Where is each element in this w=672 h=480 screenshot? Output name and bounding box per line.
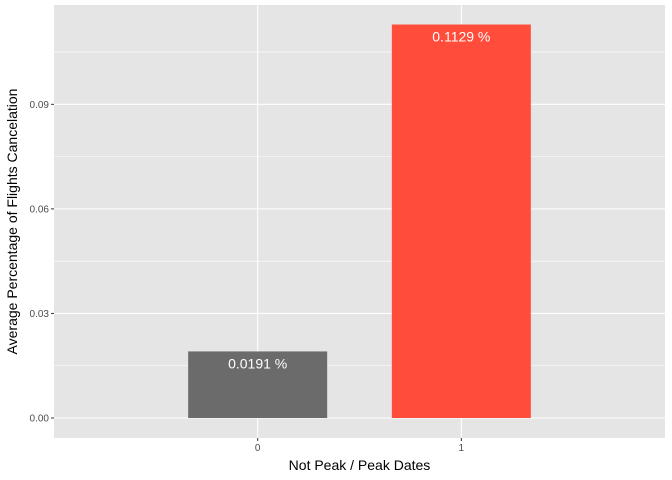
bars [188, 24, 531, 418]
y-tick-label: 0.00 [30, 414, 50, 425]
bar-data-label: 0.0191 % [228, 355, 287, 371]
x-tick-label: 0 [255, 443, 261, 454]
bar-data-labels: 0.0191 % 0.1129 % [228, 29, 490, 372]
x-tick-label: 1 [459, 443, 465, 454]
x-axis-title: Not Peak / Peak Dates [289, 457, 431, 473]
y-axis: 0.00 0.03 0.06 0.09 [30, 100, 54, 425]
bar [188, 351, 328, 418]
y-tick-label: 0.03 [30, 309, 50, 320]
minor-gridlines [54, 51, 665, 366]
bar [391, 24, 531, 418]
y-tick-label: 0.06 [30, 204, 50, 215]
bar-data-label: 0.1129 % [432, 29, 490, 45]
y-tick-label: 0.09 [30, 100, 50, 111]
plot-panel [54, 5, 665, 438]
y-axis-title: Average Percentage of Flights Cancelatio… [4, 89, 20, 355]
